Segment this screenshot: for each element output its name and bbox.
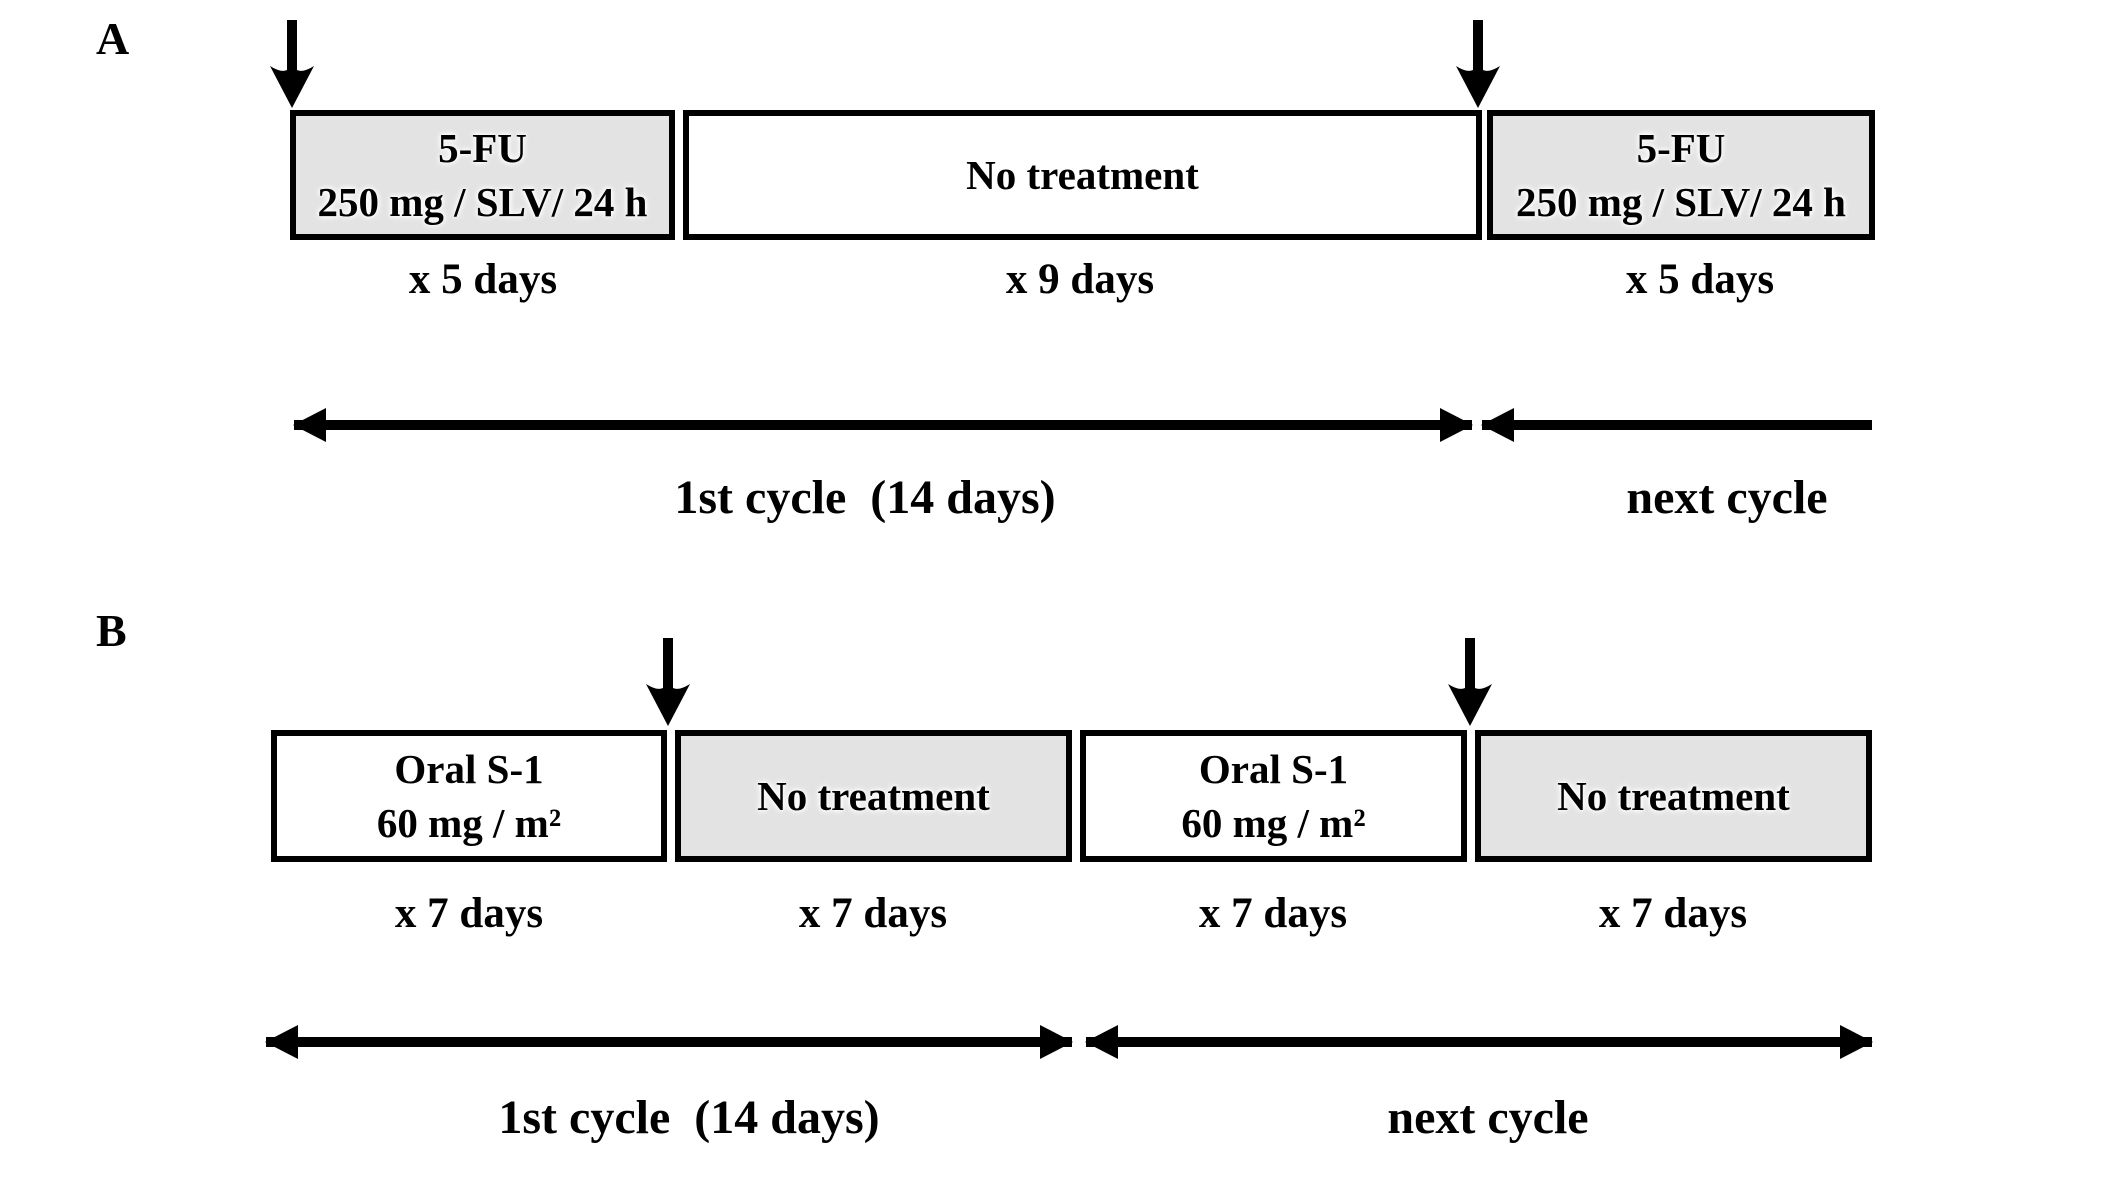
box-line: Oral S-1 [1198, 745, 1349, 792]
no-treatment-box: No treatment [675, 730, 1072, 862]
box-line: Oral S-1 [394, 745, 544, 792]
duration-label: x 7 days [798, 890, 948, 937]
no-treatment-box: No treatment [1475, 730, 1872, 862]
box-line: 5-FU [1636, 124, 1726, 171]
box-line: 60 mg / m² [376, 800, 562, 846]
box-line: No treatment [1557, 772, 1790, 819]
treatment-box-s1-first: Oral S-1 60 mg / m² [271, 730, 667, 862]
box-line: No treatment [966, 151, 1199, 198]
duration-label: x 7 days [1198, 890, 1348, 937]
box-line: 250 mg / SLV/ 24 h [1516, 179, 1846, 225]
treatment-start-arrow-icon [1448, 638, 1492, 726]
duration-label: x 5 days [408, 256, 558, 303]
no-treatment-box: No treatment [683, 110, 1482, 240]
duration-label: x 9 days [1005, 256, 1155, 303]
next-cycle-span-arrow [1482, 420, 1872, 430]
next-cycle-span-arrow [1086, 1037, 1872, 1047]
next-cycle-label: next cycle [1387, 1091, 1589, 1144]
treatment-start-arrow-icon [646, 638, 690, 726]
treatment-box-s1-second: Oral S-1 60 mg / m² [1080, 730, 1467, 862]
box-line: 250 mg / SLV/ 24 h [317, 179, 648, 225]
box-line: 60 mg / m² [1181, 800, 1366, 846]
first-cycle-span-arrow [294, 420, 1472, 430]
box-line: 5-FU [438, 124, 527, 171]
treatment-start-arrow-icon [1456, 20, 1500, 108]
first-cycle-label: 1st cycle (14 days) [498, 1091, 880, 1144]
next-cycle-label: next cycle [1626, 471, 1828, 524]
treatment-start-arrow-icon [270, 20, 314, 108]
panel-a-label: A [96, 13, 130, 64]
treatment-box-5fu-first: 5-FU 250 mg / SLV/ 24 h [290, 110, 675, 240]
first-cycle-label: 1st cycle (14 days) [674, 471, 1056, 524]
treatment-box-5fu-second: 5-FU 250 mg / SLV/ 24 h [1487, 110, 1875, 240]
panel-b-label: B [96, 605, 127, 656]
duration-label: x 7 days [394, 890, 544, 937]
duration-label: x 7 days [1598, 890, 1748, 937]
first-cycle-span-arrow [266, 1037, 1072, 1047]
box-line: No treatment [757, 772, 990, 819]
duration-label: x 5 days [1625, 256, 1775, 303]
